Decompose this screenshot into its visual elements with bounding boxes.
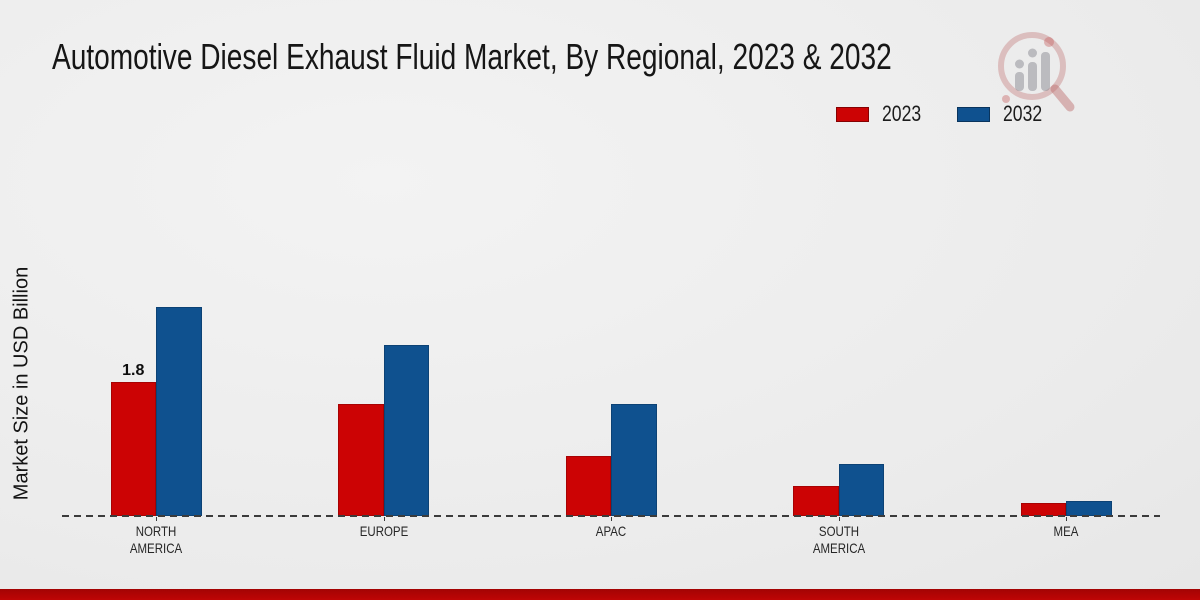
bar-2032-mea <box>1066 501 1112 516</box>
category-label-europe: EUROPE <box>359 523 408 539</box>
chart-title: Automotive Diesel Exhaust Fluid Market, … <box>52 36 892 77</box>
legend-item-2032: 2032 <box>956 101 1052 127</box>
x-axis-tick <box>156 517 157 521</box>
legend-swatch-2023 <box>836 106 869 122</box>
bar-2032-apac <box>611 404 657 516</box>
category-label-south-america: SOUTH AMERICA <box>812 523 865 556</box>
bar-2032-south-america <box>838 464 884 516</box>
footer-accent-band <box>0 589 1200 600</box>
x-axis-tick <box>1066 517 1067 521</box>
x-axis-tick <box>383 517 385 521</box>
legend-label-2032: 2032 <box>1002 101 1043 126</box>
bar-value-label: 1.8 <box>122 362 145 379</box>
magnifier-bar-chart-watermark-icon <box>998 32 1075 112</box>
x-axis-baseline <box>62 515 1160 517</box>
bar-2023-mea <box>1020 503 1066 516</box>
bar-2032-europe <box>383 345 429 516</box>
bar-2032-north-america <box>156 307 202 516</box>
bar-2023-europe <box>338 404 384 516</box>
x-axis-tick <box>611 517 612 521</box>
bar-2023-south-america <box>793 486 839 516</box>
category-label-apac: APAC <box>595 523 627 539</box>
legend-swatch-2032 <box>956 106 990 122</box>
legend: 2023 2032 <box>836 101 1052 127</box>
legend-item-2023: 2023 <box>836 101 931 127</box>
x-axis-tick <box>838 517 840 521</box>
category-label-mea: MEA <box>1053 523 1079 539</box>
category-label-north-america: NORTH AMERICA <box>129 523 183 556</box>
legend-label-2023: 2023 <box>882 101 922 126</box>
bar-2023-apac <box>565 456 611 516</box>
bar-2023-north-america <box>110 382 156 516</box>
